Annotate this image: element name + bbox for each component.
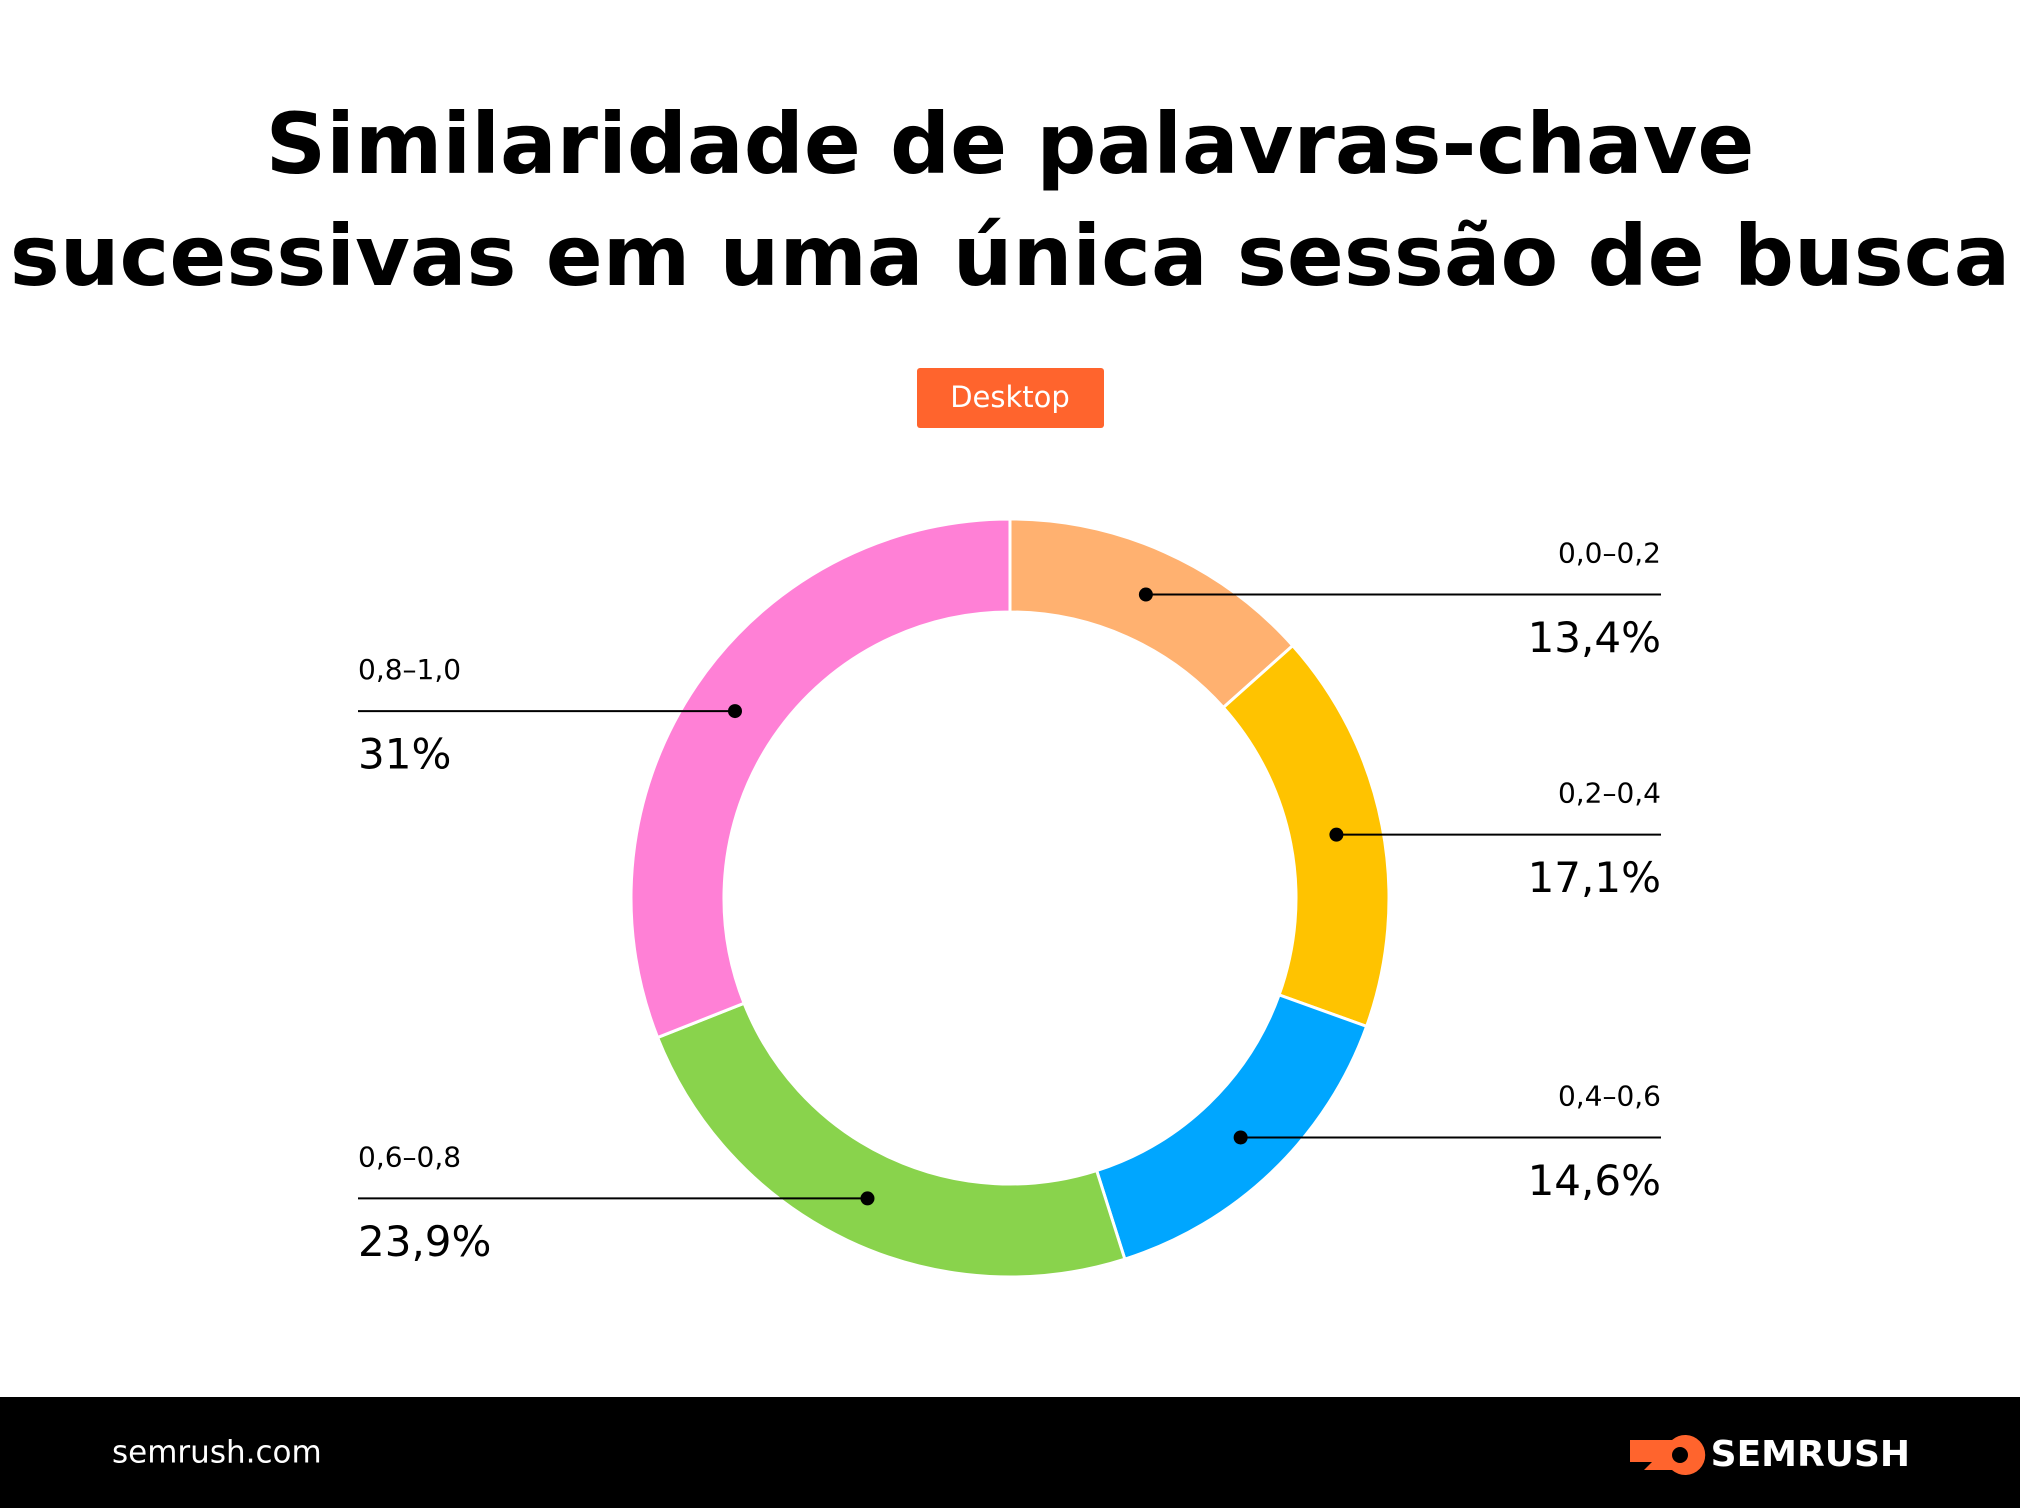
- chart-title: sucessivas em uma única sessão de busca: [10, 207, 2011, 305]
- value-label: 17,1%: [1528, 853, 1661, 902]
- leader-dot: [727, 704, 742, 719]
- donut-segment: [655, 1001, 1127, 1279]
- footer-site: semrush.com: [112, 1435, 322, 1471]
- subtitle: Desktop: [950, 380, 1070, 414]
- chart-title: Similaridade de palavras-chave: [266, 95, 1755, 193]
- brand-logo: [1630, 1435, 1706, 1475]
- donut-segment: [629, 517, 1012, 1040]
- leader-dot: [860, 1191, 875, 1206]
- category-label: 0,0–0,2: [1558, 537, 1661, 570]
- value-label: 13,4%: [1528, 613, 1661, 662]
- category-label: 0,4–0,6: [1558, 1080, 1661, 1113]
- value-label: 14,6%: [1528, 1156, 1661, 1205]
- badge: [917, 368, 1104, 428]
- footer-brand: SEMRUSH: [1711, 1434, 1910, 1475]
- leader-dot: [1329, 827, 1344, 842]
- category-label: 0,8–1,0: [358, 653, 461, 686]
- value-label: 23,9%: [358, 1217, 491, 1266]
- leader-dot: [1233, 1130, 1248, 1145]
- leader-dot: [1138, 587, 1153, 602]
- donut-segment: [1008, 517, 1295, 710]
- donut-segment: [1094, 992, 1369, 1262]
- value-label: 31%: [358, 730, 451, 779]
- donut-segment: [1221, 643, 1391, 1029]
- category-label: 0,2–0,4: [1558, 777, 1661, 810]
- category-label: 0,6–0,8: [358, 1140, 461, 1173]
